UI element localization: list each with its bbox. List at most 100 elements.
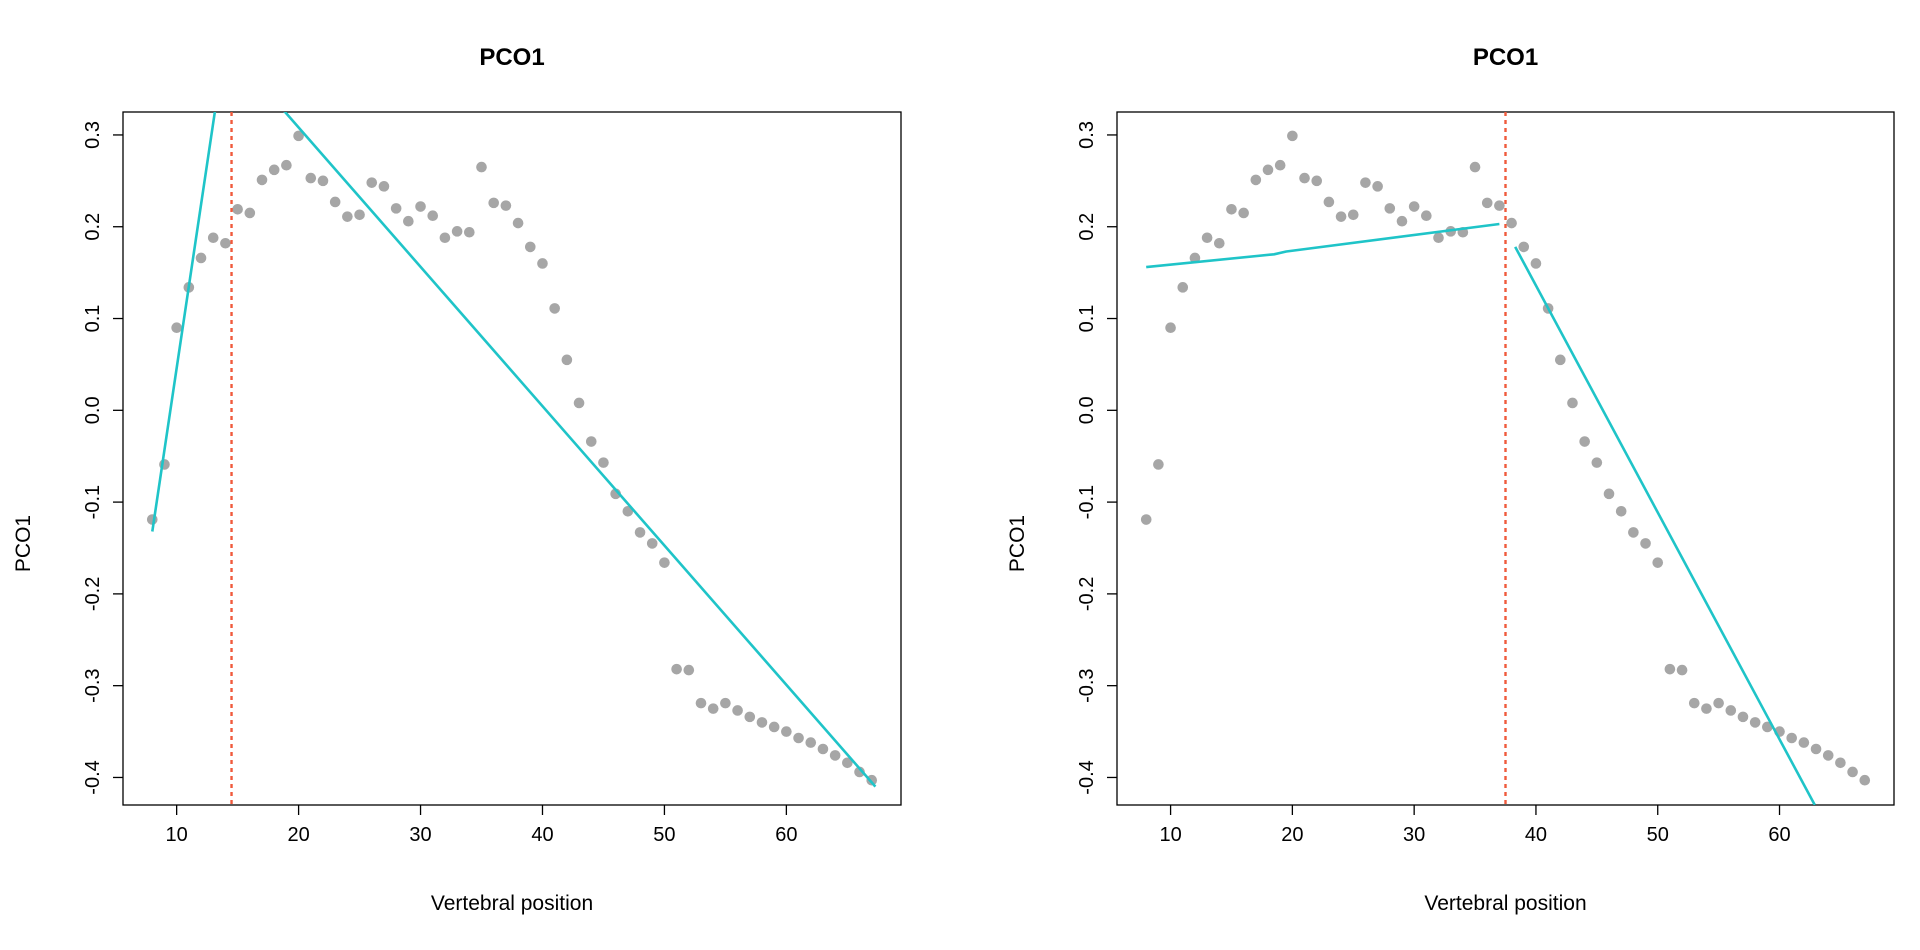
data-point [1408,201,1420,212]
y-tick-label: -0.1 [82,485,104,519]
data-point [634,527,646,538]
data-point [598,457,609,468]
data-point [524,241,536,253]
data-point [768,721,780,733]
y-tick-label: 0.3 [1076,121,1098,149]
data-point [232,203,243,215]
data-point [1433,232,1444,244]
data-point [1737,711,1749,723]
data-point [793,732,804,744]
x-axis-label: Vertebral position [1424,892,1586,915]
data-point [1153,459,1164,470]
data-point [1786,732,1797,744]
data-point [1335,211,1347,222]
data-point [1847,766,1858,778]
x-tick-label: 50 [1647,824,1669,846]
data-point [1140,514,1152,525]
data-point [1287,130,1298,142]
data-point [659,557,670,568]
data-point [732,705,743,716]
data-point [1311,175,1323,187]
y-tick-label: 0.1 [82,305,104,333]
data-point [1749,717,1761,728]
x-axis-label: Vertebral position [431,892,593,915]
data-point [842,757,853,769]
chart-panel-1: PCO1 Vertebral position PCO1 10 20 30 40 50 60 -0… [12,44,902,915]
data-point [390,203,402,214]
data-point [1628,527,1639,538]
data-point [537,258,548,269]
fit-line-segment-2 [283,112,877,788]
y-tick-label: -0.4 [82,760,104,794]
chart-title: PCO1 [1473,44,1538,71]
data-point [195,252,207,264]
data-point [1396,215,1408,227]
data-point [451,226,463,237]
x-tick-label: 50 [653,824,675,846]
x-tick-label: 60 [775,824,797,846]
data-point [1822,750,1834,761]
data-point [1506,217,1517,229]
data-point [707,703,719,714]
data-point [1579,436,1590,447]
y-tick-label: 0.3 [82,121,104,149]
x-tick-label: 20 [1281,824,1303,846]
y-tick-label: -0.3 [1076,668,1098,702]
plot-area [146,112,878,805]
data-point [244,207,256,219]
y-axis-label: PCO1 [1006,515,1029,572]
x-tick-label: 10 [1159,824,1181,846]
data-point [512,217,524,229]
data-point [744,711,756,723]
data-point [1567,397,1578,409]
data-point [1835,757,1846,769]
data-point [585,436,597,447]
data-point [1238,207,1249,219]
fit-line-segment-1 [1146,222,1500,269]
data-point [1591,457,1603,468]
data-point [366,177,378,188]
data-point [1725,705,1737,716]
data-point [671,663,682,675]
data-point [1518,241,1530,253]
data-point [329,196,341,208]
data-point [781,726,792,737]
y-tick-label: -0.4 [1076,760,1098,794]
x-tick-label: 60 [1768,824,1790,846]
data-point [305,172,317,184]
data-point [1201,232,1213,244]
data-point [427,210,439,222]
data-point [1250,174,1262,186]
y-tick-label: -0.3 [82,668,104,702]
data-point [1713,697,1724,709]
data-point [549,303,560,314]
data-point [1640,538,1651,549]
data-point [476,161,487,173]
data-point [1226,203,1237,215]
data-point [293,130,304,142]
data-point [1555,354,1566,366]
data-point [500,200,512,211]
data-point [1323,196,1335,208]
fit-line-segment-2 [1514,246,1816,805]
data-point [829,750,841,761]
y-axis-label: PCO1 [12,515,35,572]
data-point [1762,721,1773,733]
data-point [1859,774,1871,786]
chart-panel-2: PCO1 Vertebral position PCO1 10 20 30 40 50 60 -0… [1006,44,1895,915]
data-point [1274,159,1286,171]
data-point [720,697,731,709]
data-point [695,697,707,709]
x-tick-label: 20 [287,824,309,846]
data-point [1384,203,1396,214]
data-point [1469,161,1481,173]
data-point [1189,252,1201,264]
data-point [268,164,280,176]
data-point [1262,164,1274,176]
data-point [1299,172,1310,184]
data-point [378,181,390,192]
data-point [403,215,414,227]
data-point [683,664,695,676]
data-point [1701,703,1712,714]
data-point [464,226,475,238]
